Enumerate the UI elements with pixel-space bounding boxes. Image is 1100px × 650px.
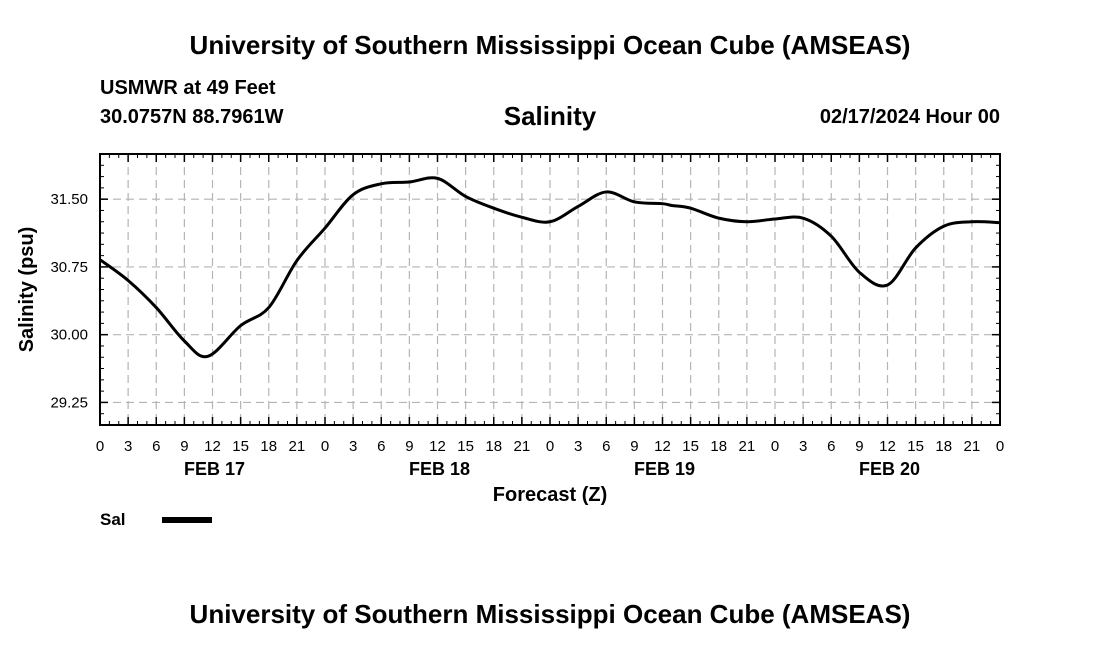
x-tick-label: 0 [771,438,779,455]
x-tick-label: 0 [546,438,554,455]
coordinates-label: 30.0757N 88.7961W [100,106,284,128]
x-tick-label: 18 [485,438,502,455]
ticks-layer [99,153,1001,426]
x-tick-label: 15 [457,438,474,455]
variable-title: Salinity [503,101,597,131]
y-tick-label: 30.75 [50,259,88,276]
series-line-sal [99,176,1001,359]
x-tick-label: 9 [630,438,638,455]
x-tick-label: 21 [289,438,306,455]
date-label: FEB 17 [184,459,245,479]
x-tick-label: 6 [602,438,610,455]
x-tick-label: 15 [682,438,699,455]
date-label: FEB 20 [859,459,920,479]
labels-layer: 0 3 6 9 12 15 18 21 0 3 6 9 12 15 18 21 0 3 6 9 12 15 18 21 0 3 6 9… [16,191,1004,506]
chart-title-top: University of Southern Mississippi Ocean… [189,30,911,60]
date-label: FEB 18 [409,459,470,479]
x-tick-label: 9 [405,438,413,455]
forecast-datetime: 02/17/2024 Hour 00 [819,106,1000,128]
x-tick-label: 15 [232,438,249,455]
grid-layer [100,154,1000,425]
x-tick-label: 3 [799,438,807,455]
x-tick-label: 12 [429,438,446,455]
x-tick-label: 18 [935,438,952,455]
x-tick-label: 9 [180,438,188,455]
x-tick-label: 3 [349,438,357,455]
x-tick-label: 21 [739,438,756,455]
x-tick-label: 0 [996,438,1004,455]
x-tick-label: 12 [654,438,671,455]
x-tick-label: 0 [321,438,329,455]
x-tick-label: 12 [204,438,221,455]
x-tick-label: 6 [377,438,385,455]
x-axis-title: Forecast (Z) [493,484,607,506]
x-tick-label: 21 [964,438,981,455]
y-tick-label: 30.00 [50,327,88,344]
x-tick-label: 9 [855,438,863,455]
series-layer [99,176,1001,359]
y-tick-label: 29.25 [50,394,88,411]
x-tick-label: 6 [152,438,160,455]
x-tick-label: 15 [907,438,924,455]
y-tick-label: 31.50 [50,191,88,208]
x-tick-label: 12 [879,438,896,455]
date-label: FEB 19 [634,459,695,479]
x-tick-label: 21 [514,438,531,455]
x-tick-label: 18 [710,438,727,455]
x-tick-label: 3 [574,438,582,455]
x-tick-label: 6 [827,438,835,455]
x-tick-label: 0 [96,438,104,455]
chart-title-bottom: University of Southern Mississippi Ocean… [189,599,911,629]
station-label: USMWR at 49 Feet [100,77,276,99]
x-tick-label: 18 [260,438,277,455]
legend-label: Sal [100,510,126,529]
legend-line-swatch [162,517,212,523]
y-axis-title: Salinity (psu) [16,227,38,353]
x-tick-label: 3 [124,438,132,455]
